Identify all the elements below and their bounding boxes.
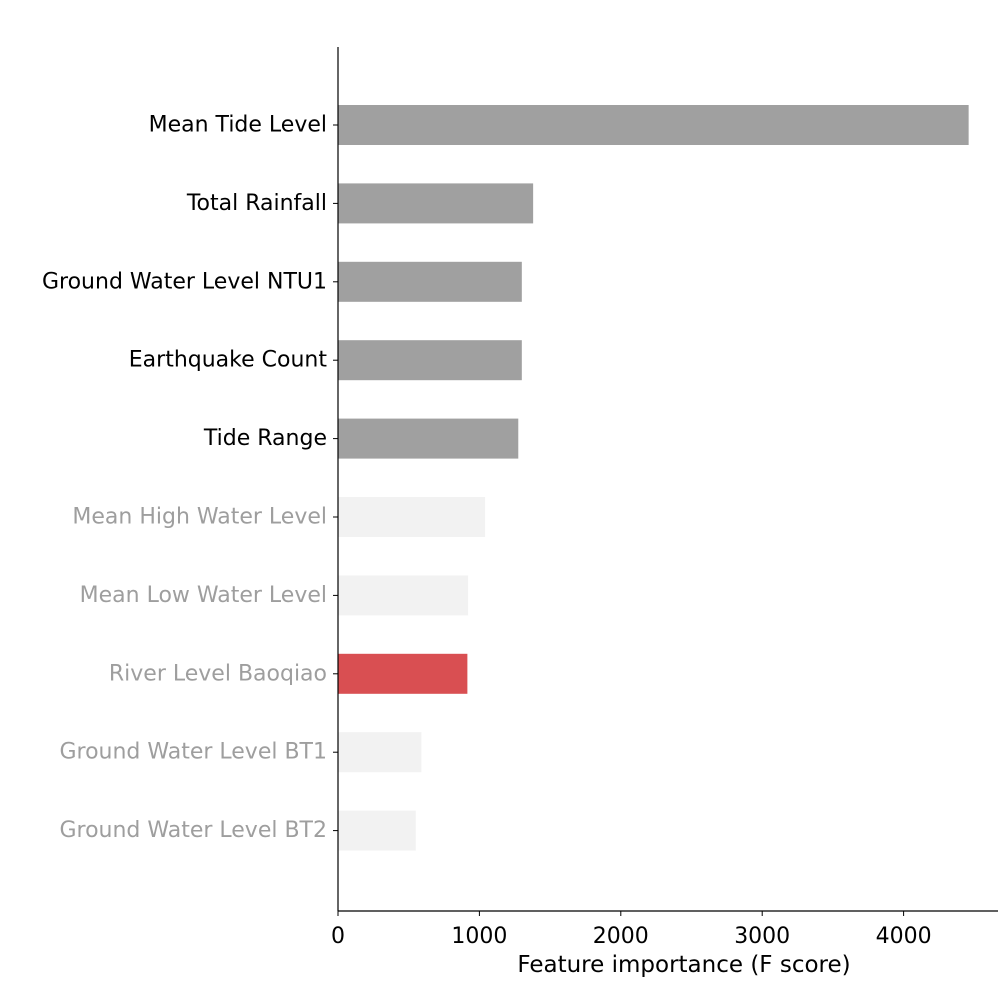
bar-mean-high-water-level <box>338 497 486 537</box>
category-label-ground-water-level-bt2: Ground Water Level BT2 <box>59 818 327 843</box>
category-label-mean-tide-level: Mean Tide Level <box>149 113 327 138</box>
category-label-ground-water-level-bt1: Ground Water Level BT1 <box>59 740 327 765</box>
category-labels: Mean Tide Level Total Rainfall Ground Wate… <box>42 113 338 843</box>
category-label-earthquake-count: Earthquake Count <box>129 348 328 373</box>
bar-ground-water-level-ntu1 <box>338 261 522 302</box>
bar-river-level-baoqiao <box>338 653 468 694</box>
x-axis-ticks: 0 1000 2000 3000 4000 <box>331 911 932 949</box>
bars-layer <box>338 105 969 851</box>
category-label-ground-water-level-ntu1: Ground Water Level NTU1 <box>42 269 327 294</box>
category-label-tide-range: Tide Range <box>203 426 327 451</box>
category-label-mean-low-water-level: Mean Low Water Level <box>80 583 327 608</box>
category-label-river-level-baoqiao: River Level Baoqiao <box>109 661 327 686</box>
bar-ground-water-level-bt1 <box>338 732 422 773</box>
category-label-total-rainfall: Total Rainfall <box>186 191 327 216</box>
bar-ground-water-level-bt2 <box>338 810 416 851</box>
axes <box>337 47 998 912</box>
category-label-mean-high-water-level: Mean High Water Level <box>72 505 327 530</box>
bar-earthquake-count <box>338 340 522 381</box>
bar-total-rainfall <box>338 183 534 224</box>
bar-tide-range <box>338 418 519 459</box>
x-tick-label: 0 <box>331 924 345 949</box>
x-tick-label: 4000 <box>876 924 932 949</box>
bar-mean-low-water-level <box>338 575 469 616</box>
bar-mean-tide-level <box>338 105 969 145</box>
x-tick-label: 1000 <box>451 924 507 949</box>
x-tick-label: 3000 <box>734 924 790 949</box>
x-tick-label: 2000 <box>593 924 649 949</box>
x-axis-title: Feature importance (F score) <box>517 952 850 978</box>
